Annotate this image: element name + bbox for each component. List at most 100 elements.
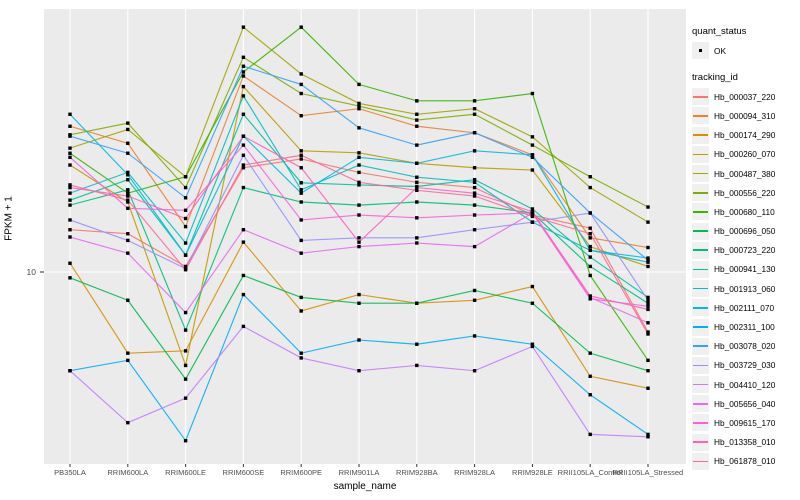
data-point [415,143,419,147]
data-point [126,200,130,204]
series-line-key-icon [692,337,709,355]
line-swatch-icon [693,249,708,252]
data-point [299,238,303,243]
data-point [126,206,130,211]
series-line-key-icon [692,376,709,394]
data-point [530,207,535,211]
data-point [183,396,188,400]
series-line-key-icon [692,414,709,432]
legend-item-label: Hb_004410_120 [714,379,776,390]
data-point [183,253,188,257]
data-point [646,330,650,334]
line-swatch-icon [693,345,708,348]
data-point [357,301,361,305]
data-point [472,228,477,232]
legend-tracking-items: Hb_000037_220 Hb_000094_310 Hb_000174_290 H… [692,87,800,471]
data-point [299,218,303,222]
data-point [588,185,592,190]
data-point [415,241,419,245]
data-point [357,292,361,297]
data-point [241,25,246,29]
series-line-key-icon [692,433,709,451]
data-point [588,232,592,236]
data-point [357,369,361,373]
data-point [126,351,130,355]
data-point [588,244,592,249]
data-point [68,191,72,195]
data-point [646,304,650,308]
data-point [472,191,477,195]
data-point [241,70,246,74]
data-point [646,260,650,264]
data-point [415,175,419,179]
data-point [68,163,72,167]
data-point [472,131,477,135]
data-point [183,196,188,200]
data-point [299,91,303,96]
x-tick-label: RRIM600LE [165,468,207,477]
data-point [588,297,592,301]
data-point [646,258,650,262]
legend-item-Hb_002111_070: Hb_002111_070 [692,298,800,317]
series-line-key-icon [692,260,709,278]
data-point [68,134,72,138]
data-point [357,163,361,167]
data-point [183,377,188,381]
data-point [530,344,535,349]
data-point [472,180,477,184]
legend-item-label: Hb_000487_380 [714,168,776,179]
data-point [126,141,130,145]
data-point [183,224,188,229]
data-point [646,321,650,325]
data-point [530,91,535,96]
data-point [241,273,246,278]
legend-tracking-id-title: tracking_id [692,72,738,84]
data-point [357,126,361,130]
x-tick-label: RRIM600SE [222,468,265,477]
data-point [183,328,188,332]
legend-item-Hb_005656_040: Hb_005656_040 [692,394,800,413]
data-point [126,198,130,202]
data-point [415,99,419,103]
data-point [126,232,130,236]
legend-item-Hb_000094_310: Hb_000094_310 [692,106,800,125]
line-swatch-icon [693,172,708,175]
legend-item-Hb_009615_170: Hb_009615_170 [692,413,800,432]
data-point [588,211,592,215]
data-point [183,363,188,368]
point-marker-icon [698,48,703,53]
y-tick-label: 10 [26,267,36,277]
legend-quant-status-title: quant_status [692,26,747,37]
data-point [588,432,592,437]
data-point [646,220,650,224]
data-point [68,369,72,373]
data-point [183,241,188,245]
data-point [646,295,650,300]
series-line-key-icon [692,145,709,163]
series-line-key-icon [692,356,709,374]
legend-item-Hb_000680_110: Hb_000680_110 [692,202,800,221]
data-point [415,112,419,116]
legend-item-label: Hb_000696_050 [714,226,776,237]
data-point [472,244,477,249]
legend-item-Hb_002311_100: Hb_002311_100 [692,317,800,336]
legend-item-label: Hb_000094_310 [714,110,776,121]
data-point [588,236,592,240]
data-point [530,214,535,219]
data-point [241,185,246,190]
series-line-key-icon [692,395,709,413]
series-line-key-icon [692,299,709,317]
legend-item-label: Hb_061878_010 [714,456,776,467]
legend-item-Hb_061878_010: Hb_061878_010 [692,452,800,471]
data-point [299,309,303,313]
data-point [472,369,477,373]
legend-item-Hb_004410_120: Hb_004410_120 [692,375,800,394]
data-point [68,185,72,190]
data-point [241,292,246,297]
data-point [126,251,130,255]
data-point [357,240,361,244]
data-point [357,236,361,240]
data-point [68,228,72,232]
